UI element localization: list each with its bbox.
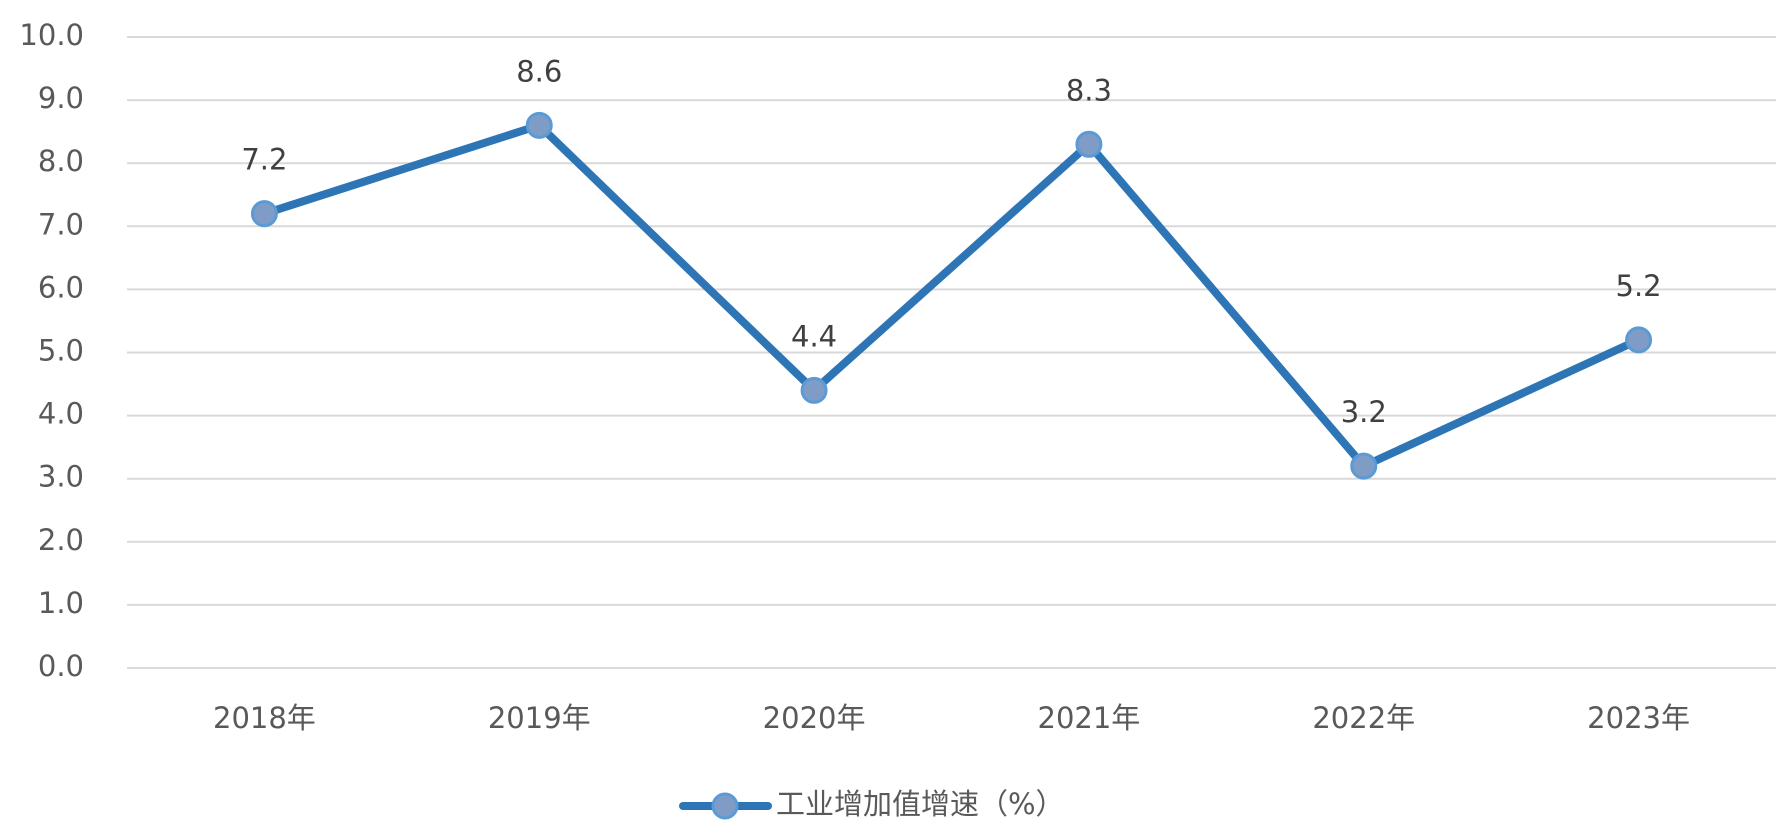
- x-tick-label: 2020年: [763, 701, 866, 735]
- x-tick-label: 2022年: [1312, 701, 1415, 735]
- y-tick-label: 8.0: [38, 144, 84, 178]
- y-tick-label: 1.0: [38, 586, 84, 620]
- y-tick-label: 5.0: [38, 334, 84, 368]
- marker: [525, 111, 553, 139]
- y-tick-label: 0.0: [38, 649, 84, 683]
- data-label: 7.2: [241, 143, 287, 177]
- marker: [1350, 452, 1378, 480]
- x-tick-label: 2021年: [1038, 701, 1141, 735]
- data-label: 4.4: [791, 319, 837, 353]
- y-tick-label: 4.0: [38, 397, 84, 431]
- x-tick-label: 2023年: [1587, 701, 1690, 735]
- marker: [1625, 326, 1653, 354]
- legend-marker: [711, 792, 739, 820]
- x-tick-label: 2018年: [213, 701, 316, 735]
- series-line: [263, 121, 1641, 471]
- data-label: 8.6: [516, 54, 562, 88]
- marker: [800, 376, 828, 404]
- y-tick-label: 7.0: [38, 207, 84, 241]
- y-tick-label: 10.0: [19, 18, 84, 52]
- data-label: 5.2: [1616, 269, 1662, 303]
- data-label: 3.2: [1341, 395, 1387, 429]
- marker: [1075, 130, 1103, 158]
- marker: [250, 200, 278, 228]
- legend-label: 工业增加值增速（%）: [776, 787, 1065, 821]
- y-tick-label: 9.0: [38, 81, 84, 115]
- x-tick-label: 2019年: [488, 701, 591, 735]
- data-label: 8.3: [1066, 73, 1112, 107]
- y-tick-label: 3.0: [38, 460, 84, 494]
- y-tick-label: 2.0: [38, 523, 84, 557]
- y-tick-label: 6.0: [38, 270, 84, 304]
